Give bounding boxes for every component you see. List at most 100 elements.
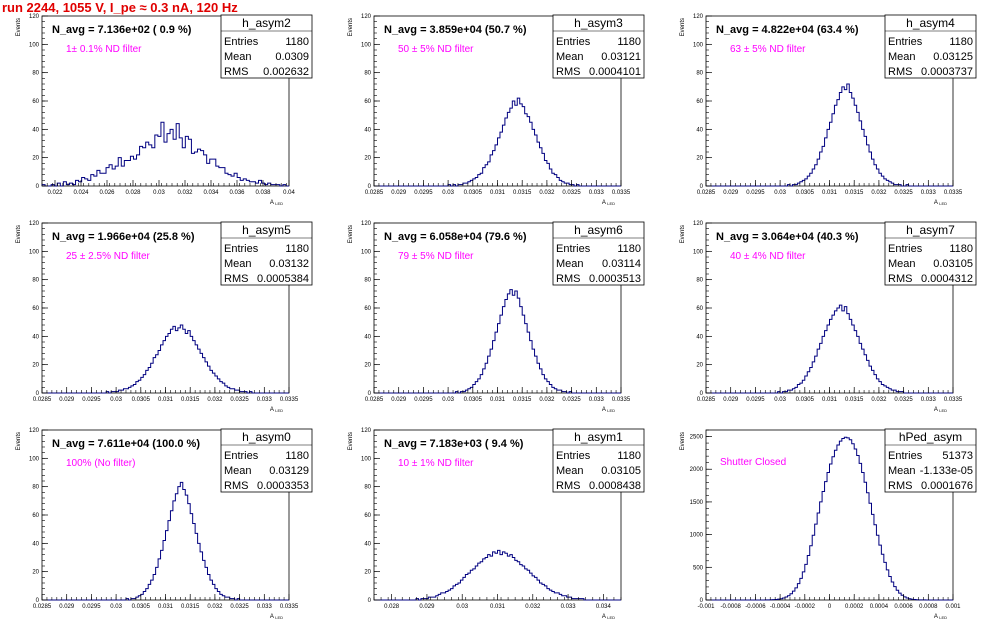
stats-hist-name: h_asym6 bbox=[574, 223, 623, 237]
stats-label: Mean bbox=[556, 51, 584, 63]
x-tick-label: 0.032 bbox=[525, 604, 541, 610]
histogram-svg: 0.0285 0.029 0.0295 0.03 0.0305 0.031 0.0315 0.… bbox=[16, 221, 313, 413]
filter-note: 100% (No filter) bbox=[66, 458, 135, 469]
stats-label: Mean bbox=[888, 51, 916, 63]
x-axis-label-sub: LED bbox=[607, 201, 615, 206]
y-tick-label: 0 bbox=[36, 598, 40, 604]
y-tick-label: 0 bbox=[368, 391, 372, 397]
x-tick-label: 0.0305 bbox=[132, 397, 151, 403]
y-tick-label: 0 bbox=[368, 598, 372, 604]
y-tick-label: 60 bbox=[32, 513, 39, 519]
x-tick-label: 0.033 bbox=[589, 397, 605, 403]
y-axis-label: Events bbox=[680, 18, 686, 36]
stats-value: 0.03132 bbox=[269, 258, 309, 270]
y-tick-label: 20 bbox=[364, 156, 371, 162]
x-axis-label-sub: LED bbox=[275, 408, 283, 413]
y-tick-label: 80 bbox=[364, 485, 371, 491]
y-tick-label: 20 bbox=[32, 570, 39, 576]
x-tick-label: 0.0325 bbox=[894, 190, 913, 196]
y-axis-label: Events bbox=[16, 432, 22, 450]
x-tick-label: 0.029 bbox=[59, 604, 75, 610]
histogram-panel-hPed_asym: -0.001 -0.0008 -0.0006 -0.0004 -0.0002 0 0.000… bbox=[664, 424, 996, 631]
x-tick-label: 0.0295 bbox=[414, 397, 433, 403]
navg-label: N_avg = 4.822e+04 (63.4 %) bbox=[716, 24, 859, 36]
y-tick-label: 120 bbox=[693, 14, 704, 20]
y-tick-label: 100 bbox=[361, 42, 372, 48]
stats-value: 0.002632 bbox=[263, 66, 309, 78]
stats-label: Entries bbox=[556, 36, 591, 48]
x-tick-label: 0.033 bbox=[921, 190, 937, 196]
stats-value: 0.0004101 bbox=[589, 66, 641, 78]
y-tick-label: 60 bbox=[364, 99, 371, 105]
x-axis-label: A LED bbox=[270, 407, 283, 413]
stats-box bbox=[884, 14, 977, 79]
y-axis-label: Events bbox=[348, 225, 354, 243]
stats-value: 0.03125 bbox=[933, 51, 973, 63]
x-tick-label: 0.029 bbox=[391, 397, 407, 403]
x-tick-label: 0.0295 bbox=[746, 190, 765, 196]
stats-label: RMS bbox=[556, 480, 580, 492]
y-tick-label: 40 bbox=[32, 127, 39, 133]
stats-label: Entries bbox=[888, 450, 923, 462]
stats-value: 0.0309 bbox=[275, 51, 309, 63]
x-tick-label: 0.0325 bbox=[562, 397, 581, 403]
x-tick-label: 0.029 bbox=[391, 190, 407, 196]
stats-box bbox=[220, 428, 313, 493]
y-tick-label: 1500 bbox=[690, 500, 704, 506]
stats-value: 0.03121 bbox=[601, 51, 641, 63]
y-axis-label: Events bbox=[16, 225, 22, 243]
x-axis-label: A LED bbox=[602, 614, 615, 620]
stats-value: 0.0003353 bbox=[257, 480, 309, 492]
stats-hist-name: h_asym7 bbox=[906, 223, 955, 237]
x-tick-label: 0.03 bbox=[456, 604, 468, 610]
y-tick-label: 500 bbox=[693, 565, 704, 571]
x-tick-label: 0.0285 bbox=[33, 397, 52, 403]
stats-value: 0.03114 bbox=[602, 258, 641, 270]
histogram-line bbox=[374, 97, 621, 187]
x-tick-label: 0.0295 bbox=[82, 604, 101, 610]
y-tick-label: 20 bbox=[32, 156, 39, 162]
x-tick-label: 0.0285 bbox=[697, 397, 716, 403]
x-tick-label: 0.028 bbox=[125, 190, 141, 196]
x-axis-label-sub: LED bbox=[607, 615, 615, 620]
x-tick-label: 0.038 bbox=[255, 190, 271, 196]
x-tick-label: 0.031 bbox=[490, 190, 506, 196]
stats-hist-name: h_asym4 bbox=[906, 16, 955, 30]
y-tick-label: 80 bbox=[364, 71, 371, 77]
x-tick-label: 0.0315 bbox=[513, 190, 532, 196]
x-tick-label: 0.0335 bbox=[280, 604, 299, 610]
histogram-svg: 0.028 0.029 0.03 0.031 0.032 0.033 0.034 0 20 40 6… bbox=[348, 428, 645, 620]
x-tick-label: 0.0325 bbox=[562, 190, 581, 196]
y-tick-label: 0 bbox=[700, 598, 704, 604]
x-tick-label: 0.031 bbox=[822, 397, 838, 403]
y-tick-label: 40 bbox=[364, 334, 371, 340]
stats-hist-name: h_asym5 bbox=[242, 223, 291, 237]
x-tick-label: 0.0335 bbox=[944, 397, 963, 403]
histogram-line bbox=[42, 324, 289, 394]
x-tick-label: 0.032 bbox=[539, 190, 555, 196]
x-tick-label: 0.029 bbox=[723, 397, 739, 403]
y-tick-label: 20 bbox=[696, 156, 703, 162]
y-tick-label: 80 bbox=[696, 278, 703, 284]
x-axis-label-sub: LED bbox=[939, 615, 947, 620]
stats-hist-name: h_asym3 bbox=[574, 16, 623, 30]
x-tick-label: 0.0008 bbox=[919, 604, 938, 610]
x-tick-label: 0.04 bbox=[283, 190, 295, 196]
x-axis-label: A LED bbox=[934, 200, 947, 206]
stats-label: Entries bbox=[556, 450, 591, 462]
y-tick-label: 60 bbox=[32, 99, 39, 105]
x-tick-label: 0.022 bbox=[47, 190, 63, 196]
stats-label: Entries bbox=[888, 243, 923, 255]
x-tick-label: 0.03 bbox=[110, 397, 122, 403]
y-tick-label: 80 bbox=[32, 278, 39, 284]
histogram-panel-h_asym1: 0.028 0.029 0.03 0.031 0.032 0.033 0.034 0 20 40 6… bbox=[332, 424, 664, 631]
stats-box bbox=[220, 14, 313, 79]
y-tick-label: 40 bbox=[364, 541, 371, 547]
stats-label: Mean bbox=[888, 465, 916, 477]
stats-value: 1180 bbox=[617, 36, 641, 48]
x-axis-label-sub: LED bbox=[275, 201, 283, 206]
x-tick-label: 0.033 bbox=[561, 604, 577, 610]
x-axis-label: A LED bbox=[602, 200, 615, 206]
stats-value: 0.0001676 bbox=[921, 480, 973, 492]
stats-label: RMS bbox=[556, 273, 580, 285]
